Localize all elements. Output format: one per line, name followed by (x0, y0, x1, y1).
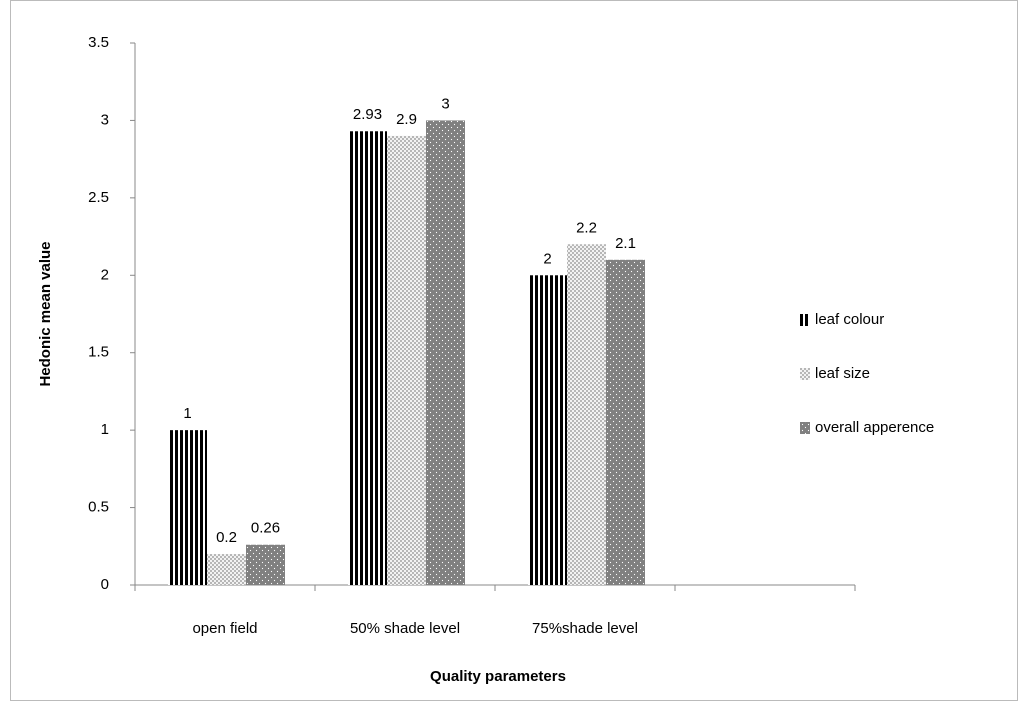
data-label: 2.93 (353, 106, 382, 123)
legend-label: leaf size (815, 365, 870, 382)
x-tick-label: 75%shade level (532, 620, 638, 637)
bar (168, 430, 207, 585)
bar (528, 275, 567, 585)
chart-frame (10, 0, 1018, 701)
data-label: 0.26 (251, 520, 280, 537)
data-label: 2.2 (576, 219, 597, 236)
data-label: 3 (441, 95, 449, 112)
y-tick-label: 3 (101, 111, 109, 128)
legend-swatch (800, 314, 810, 326)
x-tick-label: 50% shade level (350, 620, 460, 637)
bar (426, 120, 465, 585)
bar (606, 259, 645, 585)
y-tick-label: 1.5 (88, 344, 109, 361)
bar (207, 554, 246, 585)
data-label: 0.2 (216, 529, 237, 546)
bar (348, 131, 387, 586)
x-axis-title: Quality parameters (430, 668, 566, 685)
legend-label: leaf colour (815, 311, 884, 328)
legend-swatch (800, 368, 810, 380)
bar (246, 544, 285, 585)
y-tick-label: 0.5 (88, 499, 109, 516)
y-tick-label: 2 (101, 266, 109, 283)
y-axis-title: Hedonic mean value (37, 241, 54, 386)
data-label: 2.1 (615, 235, 636, 252)
data-label: 2.9 (396, 111, 417, 128)
x-tick-label: open field (192, 620, 257, 637)
bar (387, 135, 426, 585)
y-tick-label: 0 (101, 576, 109, 593)
y-tick-label: 2.5 (88, 189, 109, 206)
legend-label: overall apperence (815, 419, 934, 436)
y-tick-label: 1 (101, 421, 109, 438)
y-tick-label: 3.5 (88, 34, 109, 51)
data-label: 1 (183, 405, 191, 422)
bar (567, 244, 606, 586)
data-label: 2 (543, 250, 551, 267)
legend-swatch (800, 422, 810, 434)
